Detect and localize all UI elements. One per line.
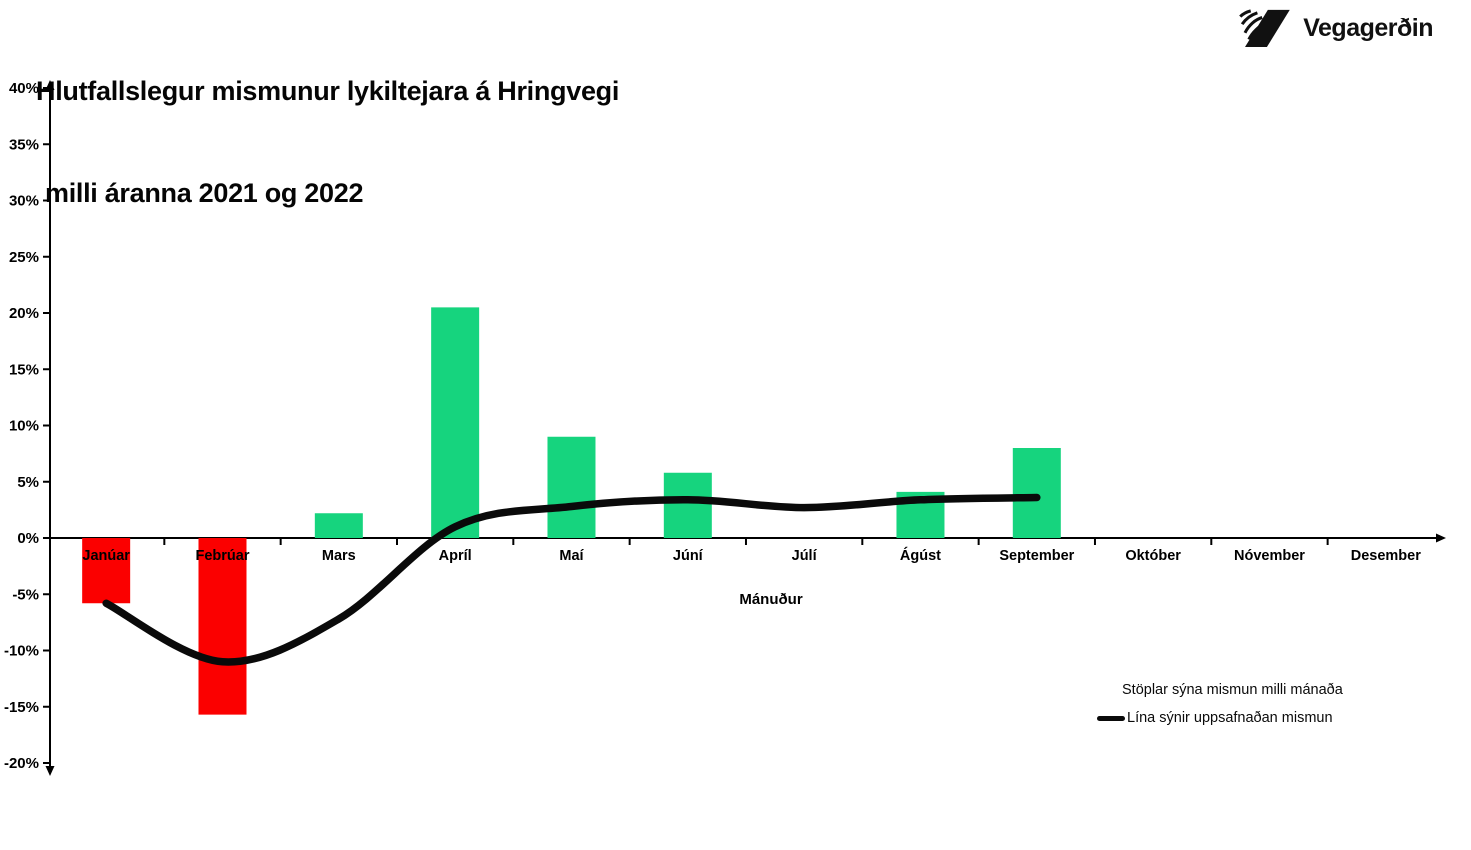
y-axis-tick-label: 20% [9,305,39,322]
legend-bars-label: Stöplar sýna mismun milli mánaða [1122,682,1343,698]
y-axis-tick-label: -20% [4,755,39,772]
x-axis-right-arrow-icon [1436,533,1446,543]
vegagerdin-logo-icon [1239,9,1290,48]
y-axis-tick-label: 15% [9,361,39,378]
y-axis-tick-label: -15% [4,699,39,716]
y-axis-tick-label: 5% [17,474,39,491]
x-axis-label-mars: Mars [322,548,356,564]
page-title-line1: Hlutfallslegur mismunur lykiltejara á Hr… [36,76,620,106]
legend-line-label: Lína sýnir uppsafnaðan mismun [1127,710,1333,726]
x-axis-label-júlí: Júlí [792,548,818,564]
cumulative-line [102,493,1041,666]
x-axis-label-júní: Júní [673,548,704,564]
legend-entry-line: Lína sýnir uppsafnaðan mismun [1097,708,1397,728]
x-axis-label-febrúar: Febrúar [195,548,249,564]
x-axis-label-október: Október [1125,548,1181,564]
y-axis-tick-label: 0% [17,530,39,547]
x-axis-label-ágúst: Ágúst [900,547,941,564]
x-axis-title: Mánuður [739,591,802,608]
legend-entry-bars: Stöplar sýna mismun milli mánaða [1097,680,1397,700]
bar-september [1012,448,1061,538]
x-axis-label-janúar: Janúar [82,548,130,564]
vegagerdin-logo-text: Vegagerðin [1303,13,1433,42]
bar-mars [314,513,363,538]
vegagerdin-logo: Vegagerðin [1237,8,1433,48]
bar-júní [663,472,712,538]
x-axis-label-maí: Maí [559,548,584,564]
y-axis-tick-label: 40% [9,80,39,97]
y-axis-tick-label: 35% [9,136,39,153]
legend-line-marker-icon [1097,715,1125,721]
y-axis-bottom-arrow-icon [45,766,55,776]
x-axis-label-apríl: Apríl [439,548,472,564]
x-axis-label-september: September [999,548,1074,564]
bar-janúar [82,538,131,604]
page-title: Hlutfallslegur mismunur lykiltejara á Hr… [36,6,619,244]
x-axis-label-desember: Desember [1351,548,1421,564]
bar-maí [547,436,596,538]
y-axis-tick-label: -10% [4,643,39,660]
y-axis-tick-label: -5% [12,586,39,603]
x-axis-label-nóvember: Nóvember [1234,548,1305,564]
y-axis-top-arrow-icon [45,80,55,90]
y-axis-tick-label: 10% [9,418,39,435]
page-title-line2: milli áranna 2021 og 2022 [45,178,364,208]
y-axis-tick-label: 30% [9,193,39,210]
y-axis-tick-label: 25% [9,249,39,266]
bar-febrúar [198,538,247,715]
chart-legend: Stöplar sýna mismun milli mánaða Lína sý… [1097,680,1397,736]
bar-apríl [431,307,480,538]
